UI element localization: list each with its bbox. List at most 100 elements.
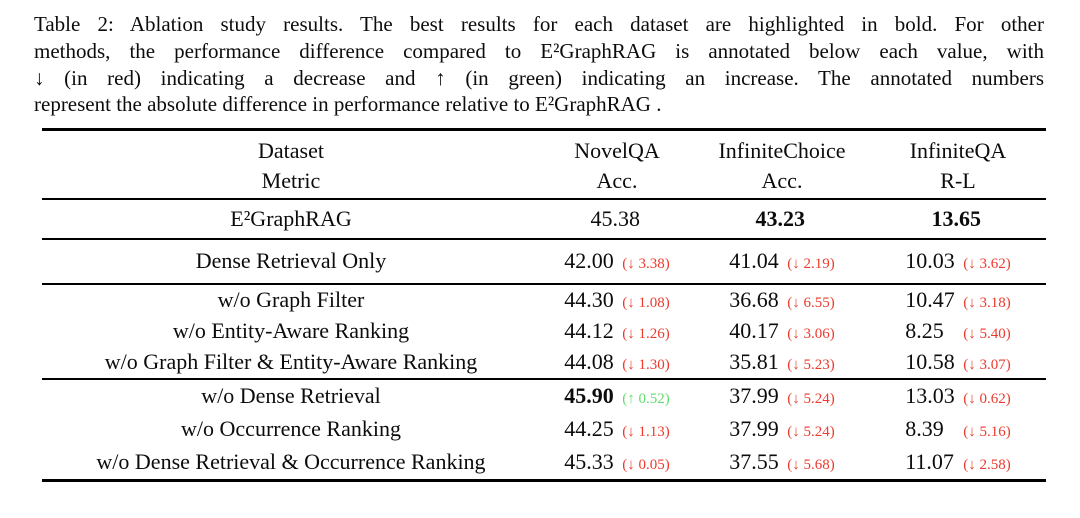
delta-annotation: (↓ 0.05) <box>622 457 670 474</box>
metric-value: 41.04 <box>729 248 779 274</box>
metric-cell: 42.00 (↓ 3.38) <box>540 248 694 274</box>
metric-cell: 8.25 (↓ 5.40) <box>870 318 1046 344</box>
delta-annotation: (↓ 5.24) <box>787 391 835 408</box>
metric-cell: 45.33 (↓ 0.05) <box>540 449 694 475</box>
table-mid-rule <box>42 198 1046 200</box>
table-row: w/o Entity-Aware Ranking 44.12 (↓ 1.26) … <box>42 318 1046 344</box>
metric-cell: 8.39 (↓ 5.16) <box>870 416 1046 442</box>
delta-annotation: (↓ 2.19) <box>787 256 835 273</box>
table-row: E²GraphRAG 45.38 43.23 13.65 <box>42 206 1046 232</box>
metric-value: 44.30 <box>564 287 614 313</box>
delta-annotation: (↓ 5.24) <box>787 424 835 441</box>
header-metric-novelqa: Acc. <box>596 167 638 193</box>
row-label: w/o Graph Filter <box>217 287 365 313</box>
metric-cell: 45.38 <box>540 206 694 232</box>
delta-annotation: (↓ 5.23) <box>787 357 835 374</box>
ablation-table: Dataset NovelQA InfiniteChoice InfiniteQ… <box>42 128 1046 482</box>
metric-value: 8.39 <box>905 416 944 442</box>
metric-value: 45.33 <box>564 449 614 475</box>
delta-annotation: (↓ 2.58) <box>963 457 1011 474</box>
row-label: E²GraphRAG <box>230 205 352 231</box>
delta-annotation: (↓ 3.38) <box>622 256 670 273</box>
header-col-infinitechoice: InfiniteChoice <box>718 137 846 163</box>
delta-annotation: (↓ 1.08) <box>622 295 670 312</box>
table-group-dense-only: Dense Retrieval Only 42.00 (↓ 3.38) 41.0… <box>42 240 1046 284</box>
metric-cell: 35.81 (↓ 5.23) <box>694 349 870 375</box>
delta-annotation: (↓ 1.13) <box>622 424 670 441</box>
row-label: Dense Retrieval Only <box>195 248 387 274</box>
delta-annotation: (↓ 5.68) <box>787 457 835 474</box>
metric-cell: 13.65 <box>870 206 1046 232</box>
table-row: w/o Dense Retrieval & Occurrence Ranking… <box>42 449 1046 475</box>
metric-value: 8.25 <box>905 318 944 344</box>
metric-cell: 10.03 (↓ 3.62) <box>870 248 1046 274</box>
metric-cell: 43.23 <box>694 206 870 232</box>
metric-value: 42.00 <box>564 248 614 274</box>
metric-value: 37.55 <box>729 449 779 475</box>
metric-cell: 13.03 (↓ 0.62) <box>870 383 1046 409</box>
caption-line-1: Table 2: Ablation study results. The bes… <box>34 12 1044 36</box>
row-label: w/o Dense Retrieval <box>201 383 381 409</box>
header-col-infiniteqa: InfiniteQA <box>909 137 1007 163</box>
delta-annotation: (↓ 0.62) <box>963 391 1011 408</box>
metric-cell: 10.58 (↓ 3.07) <box>870 349 1046 375</box>
header-col-novelqa: NovelQA <box>574 137 660 163</box>
delta-annotation: (↓ 5.16) <box>963 424 1011 441</box>
metric-value: 45.90 <box>564 383 614 409</box>
table-mid-rule <box>42 283 1046 285</box>
header-dataset-label: Dataset <box>258 137 324 163</box>
metric-cell: 40.17 (↓ 3.06) <box>694 318 870 344</box>
metric-value: 44.08 <box>564 349 614 375</box>
metric-cell: 44.08 (↓ 1.30) <box>540 349 694 375</box>
header-metric-label: Metric <box>261 167 321 193</box>
table-mid-rule <box>42 378 1046 380</box>
metric-cell: 45.90 (↑ 0.52) <box>540 383 694 409</box>
metric-value: 44.25 <box>564 416 614 442</box>
row-label: w/o Graph Filter & Entity-Aware Ranking <box>104 349 478 375</box>
delta-annotation: (↓ 1.26) <box>622 326 670 343</box>
table-row: w/o Graph Filter & Entity-Aware Ranking … <box>42 349 1046 375</box>
table-bottom-rule <box>42 479 1046 482</box>
metric-cell: 44.25 (↓ 1.13) <box>540 416 694 442</box>
metric-cell: 36.68 (↓ 6.55) <box>694 287 870 313</box>
table-group-retrieval-ablations: w/o Dense Retrieval 45.90 (↑ 0.52) 37.99… <box>42 380 1046 480</box>
delta-annotation: (↓ 5.40) <box>963 326 1011 343</box>
metric-value: 37.99 <box>729 416 779 442</box>
table-row: Dense Retrieval Only 42.00 (↓ 3.38) 41.0… <box>42 248 1046 274</box>
metric-value: 45.38 <box>590 205 641 231</box>
metric-value: 13.65 <box>931 205 982 231</box>
metric-cell: 37.99 (↓ 5.24) <box>694 416 870 442</box>
header-metric-infinitechoice: Acc. <box>761 167 803 193</box>
metric-cell: 11.07 (↓ 2.58) <box>870 449 1046 475</box>
metric-value: 43.23 <box>755 205 806 231</box>
delta-annotation: (↓ 3.06) <box>787 326 835 343</box>
header-metric-infiniteqa: R-L <box>940 167 976 193</box>
metric-value: 13.03 <box>905 383 955 409</box>
delta-annotation: (↓ 1.30) <box>622 357 670 374</box>
table-row: w/o Dense Retrieval 45.90 (↑ 0.52) 37.99… <box>42 383 1046 409</box>
metric-value: 40.17 <box>729 318 779 344</box>
metric-value: 35.81 <box>729 349 779 375</box>
table-group-graph-ablations: w/o Graph Filter 44.30 (↓ 1.08) 36.68 (↓… <box>42 285 1046 379</box>
table-group-baseline: E²GraphRAG 45.38 43.23 13.65 <box>42 200 1046 239</box>
row-label: w/o Dense Retrieval & Occurrence Ranking <box>96 449 486 475</box>
delta-annotation: (↑ 0.52) <box>622 391 670 408</box>
metric-cell: 44.12 (↓ 1.26) <box>540 318 694 344</box>
metric-value: 11.07 <box>905 449 954 475</box>
metric-cell: 44.30 (↓ 1.08) <box>540 287 694 313</box>
table-top-rule <box>42 128 1046 131</box>
table-mid-rule <box>42 238 1046 240</box>
metric-value: 36.68 <box>729 287 779 313</box>
metric-cell: 41.04 (↓ 2.19) <box>694 248 870 274</box>
metric-cell: 37.55 (↓ 5.68) <box>694 449 870 475</box>
metric-value: 10.47 <box>905 287 955 313</box>
metric-cell: 10.47 (↓ 3.18) <box>870 287 1046 313</box>
delta-annotation: (↓ 3.07) <box>963 357 1011 374</box>
row-label: w/o Occurrence Ranking <box>181 416 401 442</box>
table-header: Dataset NovelQA InfiniteChoice InfiniteQ… <box>42 131 1046 199</box>
metric-value: 10.03 <box>905 248 955 274</box>
metric-value: 37.99 <box>729 383 779 409</box>
caption-line-4: represent the absolute difference in per… <box>34 92 662 117</box>
table-row: w/o Graph Filter 44.30 (↓ 1.08) 36.68 (↓… <box>42 287 1046 313</box>
